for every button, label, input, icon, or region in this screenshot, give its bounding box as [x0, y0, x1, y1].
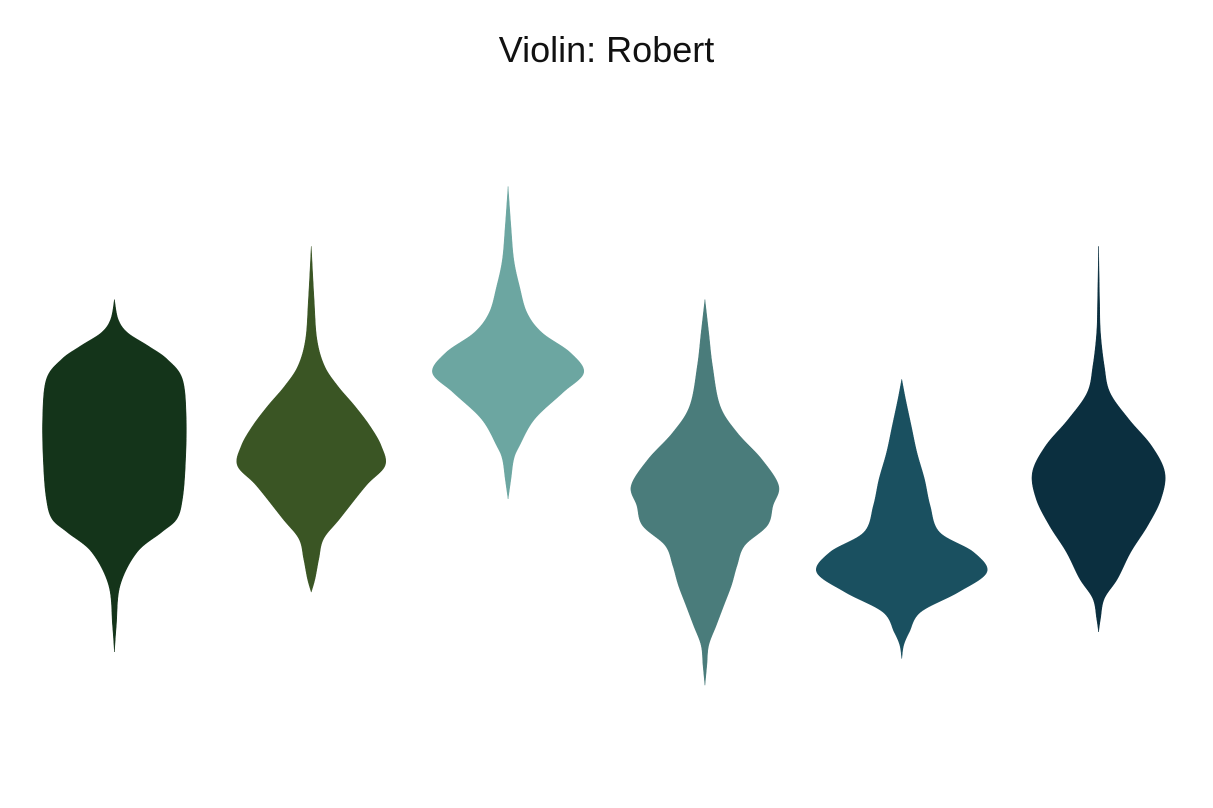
chart-title: Violin: Robert: [498, 29, 715, 70]
violin-3: [432, 186, 585, 500]
violin-2: [236, 246, 387, 593]
violin-4: [630, 299, 780, 686]
violin-5: [816, 379, 988, 659]
violin-1: [42, 299, 187, 652]
violin-6: [1031, 246, 1166, 633]
